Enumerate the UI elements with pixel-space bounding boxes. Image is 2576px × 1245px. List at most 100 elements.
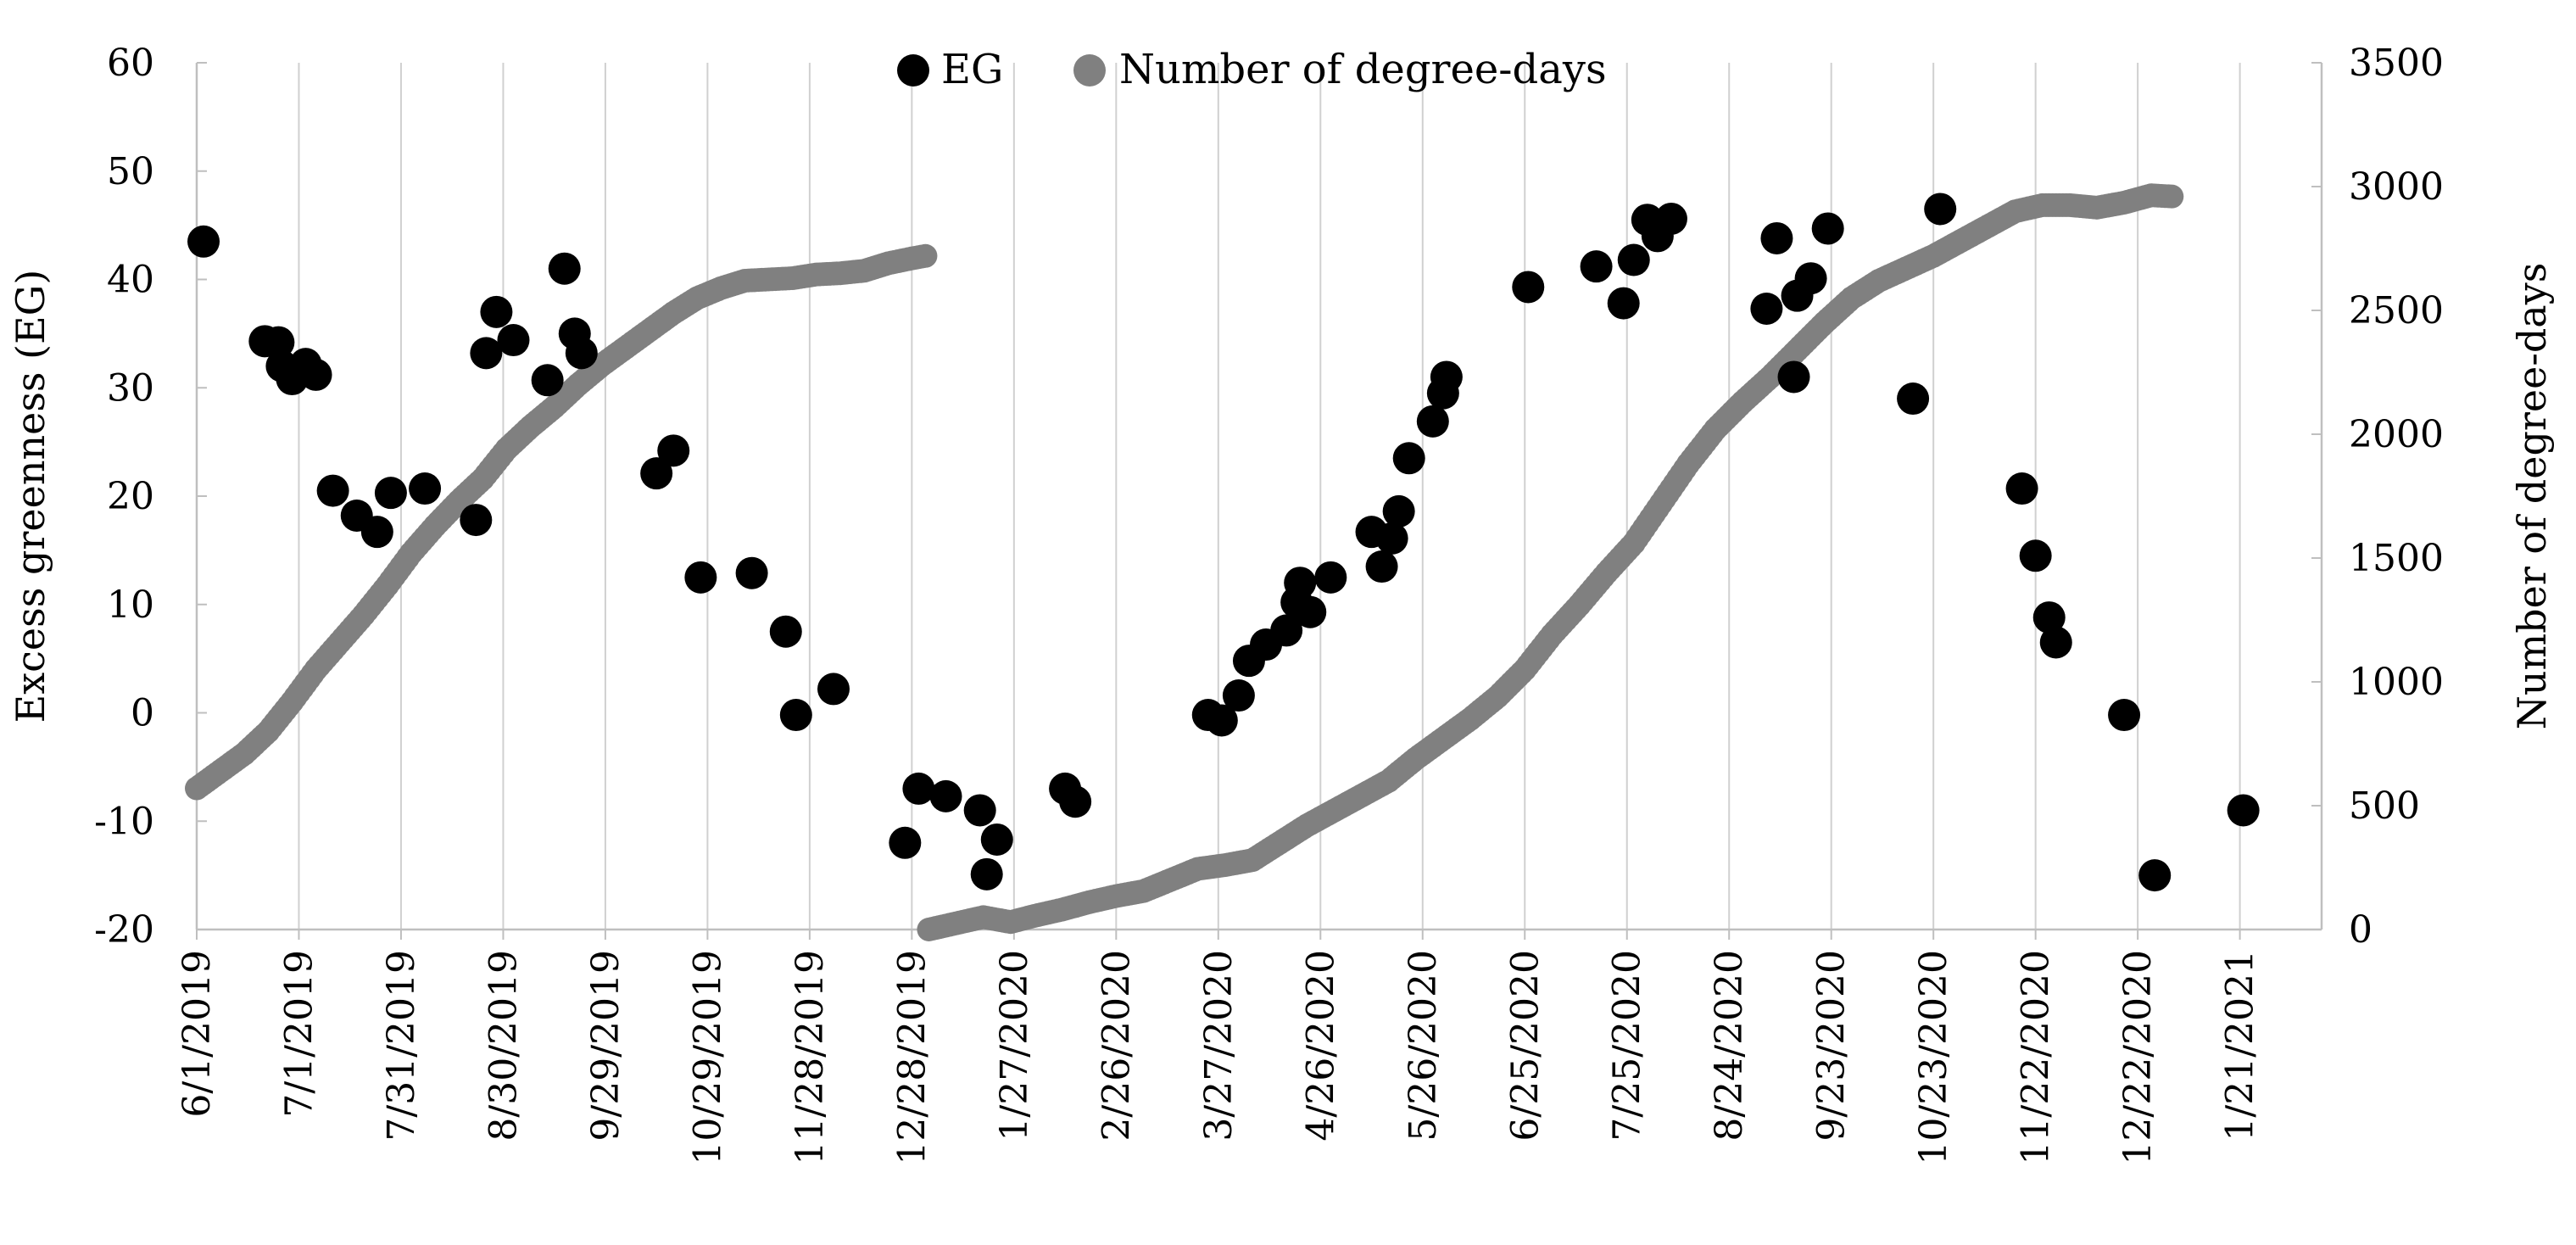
- eg-point: [1270, 614, 1303, 647]
- eg-point: [2019, 539, 2052, 572]
- eg-point: [1750, 292, 1783, 325]
- x-tick-label: 12/28/2019: [890, 950, 934, 1165]
- x-tick-label: 9/23/2020: [1810, 950, 1854, 1142]
- eg-point: [970, 857, 1003, 890]
- eg-point: [929, 779, 962, 812]
- x-tick-label: 12/22/2020: [2116, 950, 2160, 1165]
- y2-tick-label: 0: [2349, 908, 2372, 952]
- left-axis-tick-labels: -20 -10 0 10 20 30 40 50 60: [94, 42, 154, 952]
- legend-marker-eg: [897, 54, 929, 87]
- eg-point: [1654, 202, 1687, 235]
- eg-point: [460, 504, 493, 537]
- eg-point: [1416, 405, 1449, 438]
- y2-tick-label: 500: [2349, 784, 2420, 828]
- eg-point: [531, 364, 564, 397]
- y2-tick-label: 2500: [2349, 289, 2444, 332]
- x-tick-label: 7/1/2019: [277, 950, 321, 1118]
- y-tick-label: 60: [107, 42, 154, 85]
- eg-point: [1284, 567, 1317, 600]
- eg-point: [1375, 522, 1408, 555]
- y-tick-label: 0: [131, 692, 154, 735]
- eg-point: [1760, 221, 1793, 254]
- x-tick-label: 5/26/2020: [1402, 950, 1445, 1142]
- x-tick-label: 3/27/2020: [1197, 950, 1241, 1142]
- right-axis-title: Number of degree-days: [2509, 263, 2555, 730]
- eg-point: [480, 295, 513, 328]
- eg-point: [374, 477, 407, 510]
- degree-days-point: [913, 243, 938, 268]
- x-tick-label: 1/27/2020: [993, 950, 1036, 1142]
- eg-point: [902, 772, 935, 805]
- y-tick-label: 50: [107, 150, 154, 193]
- eg-point: [409, 472, 442, 505]
- eg-point: [470, 337, 503, 370]
- eg-point: [2032, 601, 2066, 634]
- eg-point: [963, 794, 996, 827]
- eg-point: [1314, 561, 1347, 594]
- x-tick-label: 1/21/2021: [2219, 950, 2262, 1142]
- y2-tick-label: 1500: [2349, 537, 2444, 580]
- degree-days-series: [185, 183, 2184, 941]
- degree-days-point: [2160, 184, 2184, 209]
- eg-point: [2138, 859, 2172, 892]
- eg-point: [565, 337, 598, 370]
- y-tick-label: -20: [94, 908, 154, 952]
- y2-tick-label: 2000: [2349, 413, 2444, 456]
- eg-point: [1777, 360, 1810, 394]
- y-tick-label: 20: [107, 475, 154, 518]
- legend-label-degree-days: Number of degree-days: [1119, 46, 1607, 93]
- x-tick-label: 4/26/2020: [1299, 950, 1342, 1142]
- vertical-gridlines: [196, 63, 2241, 930]
- x-tick-label: 6/1/2019: [176, 950, 219, 1118]
- eg-series: [187, 193, 2260, 892]
- eg-point: [316, 474, 349, 507]
- eg-point: [1205, 704, 1238, 737]
- y-tick-label: 30: [107, 366, 154, 410]
- eg-point: [299, 358, 332, 391]
- eg-point: [1811, 212, 1844, 245]
- axes: [195, 62, 2323, 940]
- eg-point: [1392, 442, 1425, 475]
- legend-label-eg: EG: [941, 46, 1003, 93]
- eg-point: [1794, 262, 1827, 295]
- eg-point: [1430, 360, 1463, 394]
- eg-point: [2039, 626, 2072, 659]
- eg-point: [980, 823, 1013, 856]
- eg-point: [1222, 679, 1255, 712]
- right-axis-tick-labels: 0 500 1000 1500 2000 2500 3000 3500: [2349, 42, 2444, 952]
- legend: EG Number of degree-days: [897, 46, 1607, 93]
- eg-point: [2108, 699, 2141, 732]
- y2-tick-label: 3000: [2349, 165, 2444, 209]
- eg-point: [657, 434, 690, 467]
- eg-point: [1294, 595, 1327, 628]
- left-axis-title: Excess greenness (EG): [8, 270, 53, 723]
- eg-point: [1607, 287, 1640, 320]
- y2-tick-label: 3500: [2349, 42, 2444, 85]
- x-tick-label: 7/31/2019: [380, 950, 423, 1142]
- eg-point: [548, 252, 581, 285]
- eg-point: [640, 457, 673, 490]
- eg-point: [817, 673, 850, 706]
- eg-point: [1580, 250, 1613, 283]
- eg-point: [1512, 271, 1545, 304]
- y-tick-label: 40: [107, 259, 154, 302]
- x-tick-label: 8/24/2020: [1708, 950, 1751, 1142]
- eg-point: [1365, 550, 1398, 583]
- x-tick-label: 8/30/2019: [482, 950, 525, 1142]
- eg-point: [2227, 794, 2260, 827]
- x-tick-label: 2/26/2020: [1095, 950, 1138, 1142]
- x-tick-label: 10/23/2020: [1912, 950, 1955, 1165]
- eg-point: [1617, 243, 1650, 276]
- x-tick-label: 11/22/2020: [2015, 950, 2058, 1165]
- y-tick-label: -10: [94, 800, 154, 843]
- eg-point: [187, 225, 220, 258]
- eg-point: [1382, 494, 1415, 528]
- x-tick-label: 10/29/2019: [686, 950, 729, 1165]
- eg-point: [1924, 193, 1957, 226]
- y2-tick-label: 1000: [2349, 661, 2444, 704]
- eg-point: [2005, 472, 2038, 505]
- x-tick-label: 6/25/2020: [1503, 950, 1547, 1142]
- eg-point: [684, 561, 717, 594]
- eg-point: [360, 516, 393, 549]
